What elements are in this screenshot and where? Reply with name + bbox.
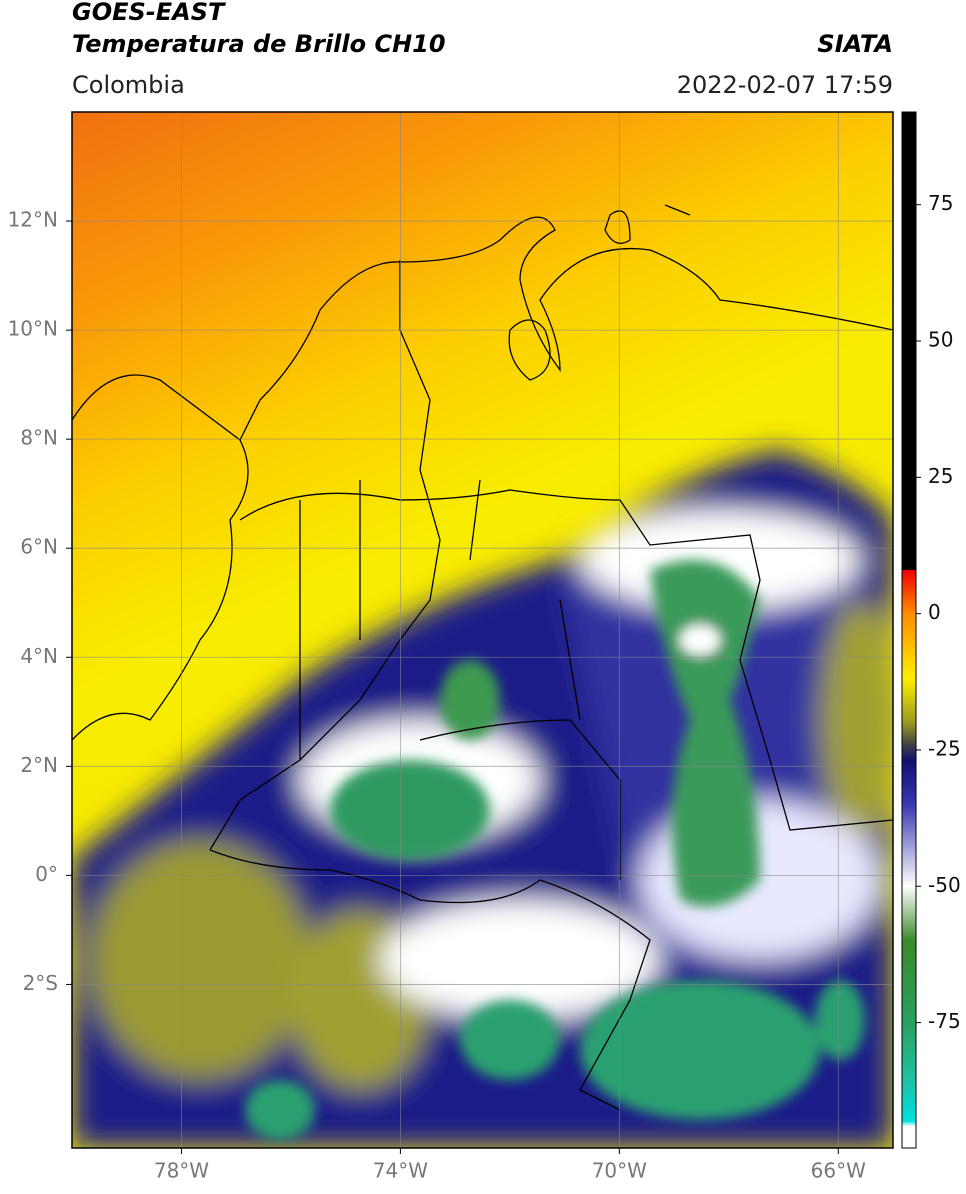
x-tick-label: 70°W [592,1159,647,1183]
y-tick-label: 12°N [8,208,58,232]
source: SIATA [817,30,893,58]
colorbar-tick-label: 25 [928,464,953,488]
region: Colombia [72,71,185,99]
title: GOES-EAST [72,0,226,26]
y-tick-label: 2°S [23,971,58,995]
colorbar-tick-label: 75 [928,191,953,215]
colorbar-tick-label: -75 [928,1009,961,1033]
colorbar [901,111,917,1149]
x-tick-label: 78°W [154,1159,209,1183]
y-tick-label: 8°N [20,426,58,450]
colorbar-tick-label: 0 [928,600,941,624]
colorbar-tick-label: -50 [928,873,961,897]
y-tick-label: 4°N [20,644,58,668]
grid [72,112,893,1148]
colorbar-tick-label: 50 [928,328,953,352]
subtitle: Temperatura de Brillo CH10 [72,30,446,58]
x-tick-label: 74°W [373,1159,428,1183]
y-tick-label: 0° [35,862,58,886]
map-frame [71,111,894,1149]
y-tick-label: 10°N [8,317,58,341]
y-tick-label: 2°N [20,753,58,777]
satellite-image [72,112,893,1148]
datetime: 2022-02-07 17:59 [677,71,893,99]
colorbar-tick-label: -25 [928,736,961,760]
x-tick-label: 66°W [811,1159,866,1183]
y-tick-label: 6°N [20,535,58,559]
